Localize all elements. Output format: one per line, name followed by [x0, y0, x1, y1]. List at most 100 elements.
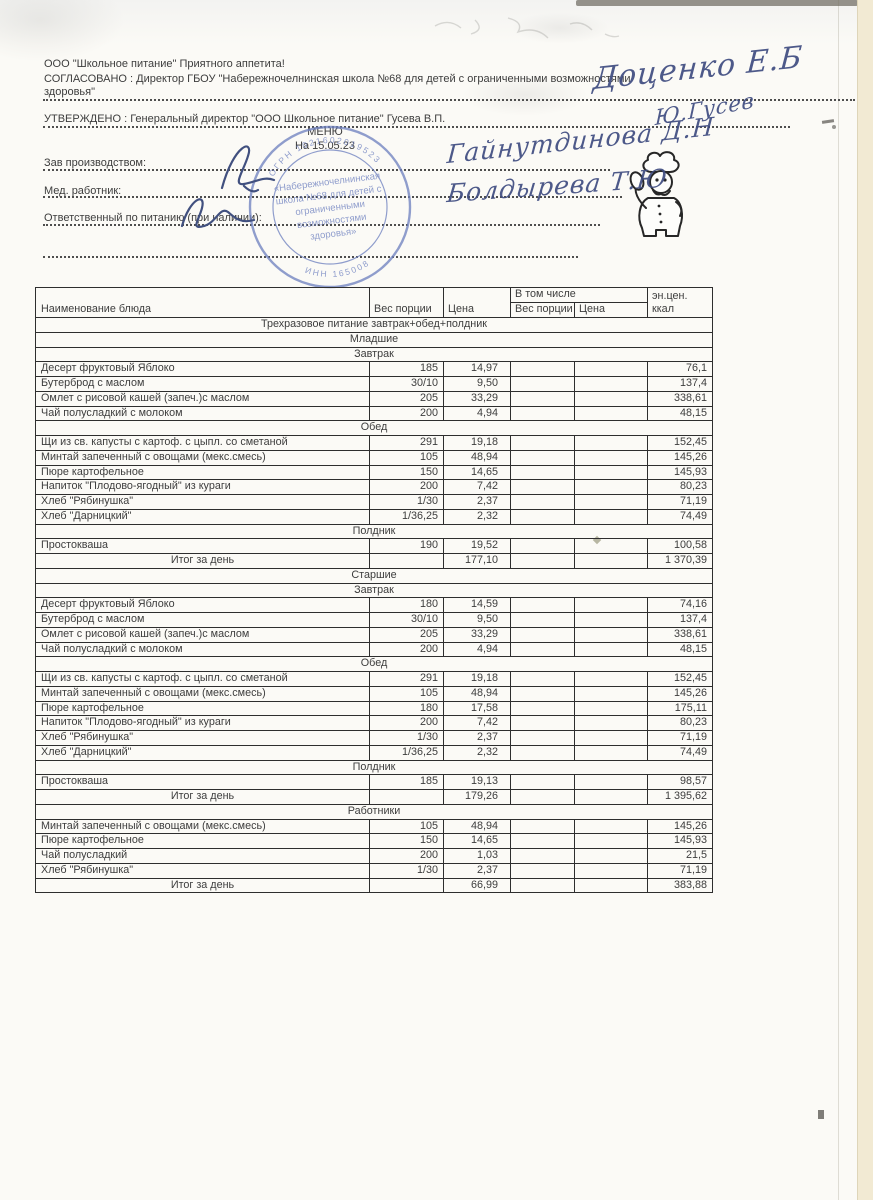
section-label: Работники	[35, 803, 713, 820]
total-kcal-cell: 1 370,39	[647, 553, 713, 569]
price-cell: 14,65	[443, 464, 511, 481]
including-weight-cell	[510, 744, 575, 761]
svg-text:ИНН 165008: ИНН 165008	[303, 257, 373, 283]
col-header-including-price: Цена	[574, 302, 648, 318]
price-cell: 48,94	[443, 685, 511, 702]
dish-name-cell: Чай полусладкий	[35, 848, 370, 864]
dish-name-cell: Минтай запеченный с овощами (мекс.смесь)	[35, 449, 370, 466]
price-cell: 2,32	[443, 508, 511, 525]
section-row: Трехразовое питание завтрак+обед+полдник	[35, 317, 713, 333]
price-cell: 14,59	[443, 597, 511, 613]
weight-cell: 205	[369, 626, 444, 643]
menu-date: На 15.05.23	[295, 140, 355, 152]
kcal-cell: 145,26	[647, 818, 713, 835]
signature-scribble-icon	[180, 198, 256, 228]
weight-cell: 200	[369, 641, 444, 658]
section-row: Полдник	[35, 759, 713, 776]
item-row: Щи из св. капусты с картоф. с цыпл. со с…	[35, 435, 713, 451]
item-row: Хлеб "Дарницкий" 1/36,25 2,32 74,49	[35, 508, 713, 525]
including-weight-cell	[510, 597, 575, 613]
including-price-cell	[574, 848, 648, 864]
price-cell: 14,97	[443, 361, 511, 377]
price-cell: 48,94	[443, 449, 511, 466]
kcal-cell: 48,15	[647, 405, 713, 422]
weight-cell: 105	[369, 449, 444, 466]
item-row: Пюре картофельное 180 17,58 175,11	[35, 700, 713, 717]
weight-cell: 105	[369, 818, 444, 835]
section-row: Работники	[35, 803, 713, 820]
including-price-cell	[574, 597, 648, 613]
col-header-energy-line1: эн.цен.	[652, 289, 688, 302]
including-weight-cell	[510, 494, 575, 510]
kcal-cell: 152,45	[647, 435, 713, 451]
kcal-cell: 145,26	[647, 685, 713, 702]
including-weight-cell	[510, 449, 575, 466]
including-price-cell	[574, 435, 648, 451]
dish-name-cell: Пюре картофельное	[35, 833, 370, 849]
col-header-energy-line2: ккал	[652, 302, 674, 315]
including-weight-cell	[510, 818, 575, 835]
agreed-line: СОГЛАСОВАНО : Директор ГБОУ "Набережноче…	[44, 73, 634, 98]
weight-cell: 185	[369, 361, 444, 377]
item-row: Хлеб "Рябинушка" 1/30 2,37 71,19	[35, 494, 713, 510]
price-cell: 48,94	[443, 818, 511, 835]
weight-cell: 291	[369, 671, 444, 687]
item-row: Простокваша 190 19,52 100,58	[35, 538, 713, 554]
including-price-cell	[574, 730, 648, 746]
price-cell: 2,37	[443, 862, 511, 879]
including-price-cell	[574, 671, 648, 687]
menu-table-body: Трехразовое питание завтрак+обед+полдник…	[35, 317, 713, 894]
price-cell: 4,94	[443, 641, 511, 658]
kcal-cell: 98,57	[647, 774, 713, 790]
kcal-cell: 71,19	[647, 494, 713, 510]
scan-speck	[832, 125, 836, 129]
item-row: Напиток "Плодово-ягодный" из кураги 200 7,…	[35, 715, 713, 731]
section-label: Полдник	[35, 759, 713, 776]
price-cell: 1,03	[443, 848, 511, 864]
including-weight-cell	[510, 376, 575, 392]
dish-name-cell: Щи из св. капусты с картоф. с цыпл. со с…	[35, 671, 370, 687]
kcal-cell: 48,15	[647, 641, 713, 658]
including-weight-cell	[510, 508, 575, 525]
signature-scribble-icon	[220, 145, 276, 193]
stamp-arc-bottom: ИНН 165008	[303, 257, 373, 283]
col-header-price: Цена	[443, 287, 511, 318]
including-weight-cell	[510, 435, 575, 451]
kcal-cell: 100,58	[647, 538, 713, 554]
section-row: Младшие	[35, 331, 713, 348]
item-row: Омлет с рисовой кашей (запеч.)с маслом 20…	[35, 390, 713, 407]
including-price-cell	[574, 464, 648, 481]
dish-name-cell: Пюре картофельное	[35, 464, 370, 481]
total-price-cell: 179,26	[443, 789, 511, 805]
dotted-line-agreed	[43, 99, 855, 101]
weight-cell: 150	[369, 464, 444, 481]
including-price-cell	[574, 626, 648, 643]
including-weight-cell	[510, 361, 575, 377]
kcal-cell: 76,1	[647, 361, 713, 377]
including-price-cell	[574, 789, 648, 805]
kcal-cell: 137,4	[647, 376, 713, 392]
kcal-cell: 145,26	[647, 449, 713, 466]
col-header-energy: эн.цен. ккал	[647, 287, 713, 318]
item-row: Хлеб "Рябинушка" 1/30 2,37 71,19	[35, 862, 713, 879]
item-row: Чай полусладкий с молоком 200 4,94 48,15	[35, 641, 713, 658]
total-weight-cell	[369, 789, 444, 805]
kcal-cell: 21,5	[647, 848, 713, 864]
price-cell: 9,50	[443, 376, 511, 392]
including-price-cell	[574, 877, 648, 894]
dish-name-cell: Бутерброд с маслом	[35, 612, 370, 628]
item-row: Десерт фруктовый Яблоко 185 14,97 76,1	[35, 361, 713, 377]
kcal-cell: 145,93	[647, 464, 713, 481]
item-row: Щи из св. капусты с картоф. с цыпл. со с…	[35, 671, 713, 687]
col-header-including-weight: Вес порции	[510, 302, 575, 318]
including-price-cell	[574, 405, 648, 422]
including-price-cell	[574, 833, 648, 849]
approved-line: УТВЕРЖДЕНО : Генеральный директор "ООО Ш…	[44, 113, 446, 125]
total-row: Итог за день 177,10 1 370,39	[35, 553, 713, 569]
weight-cell: 291	[369, 435, 444, 451]
including-price-cell	[574, 685, 648, 702]
dotted-line-approved	[43, 126, 790, 128]
including-weight-cell	[510, 626, 575, 643]
item-row: Бутерброд с маслом 30/10 9,50 137,4	[35, 612, 713, 628]
